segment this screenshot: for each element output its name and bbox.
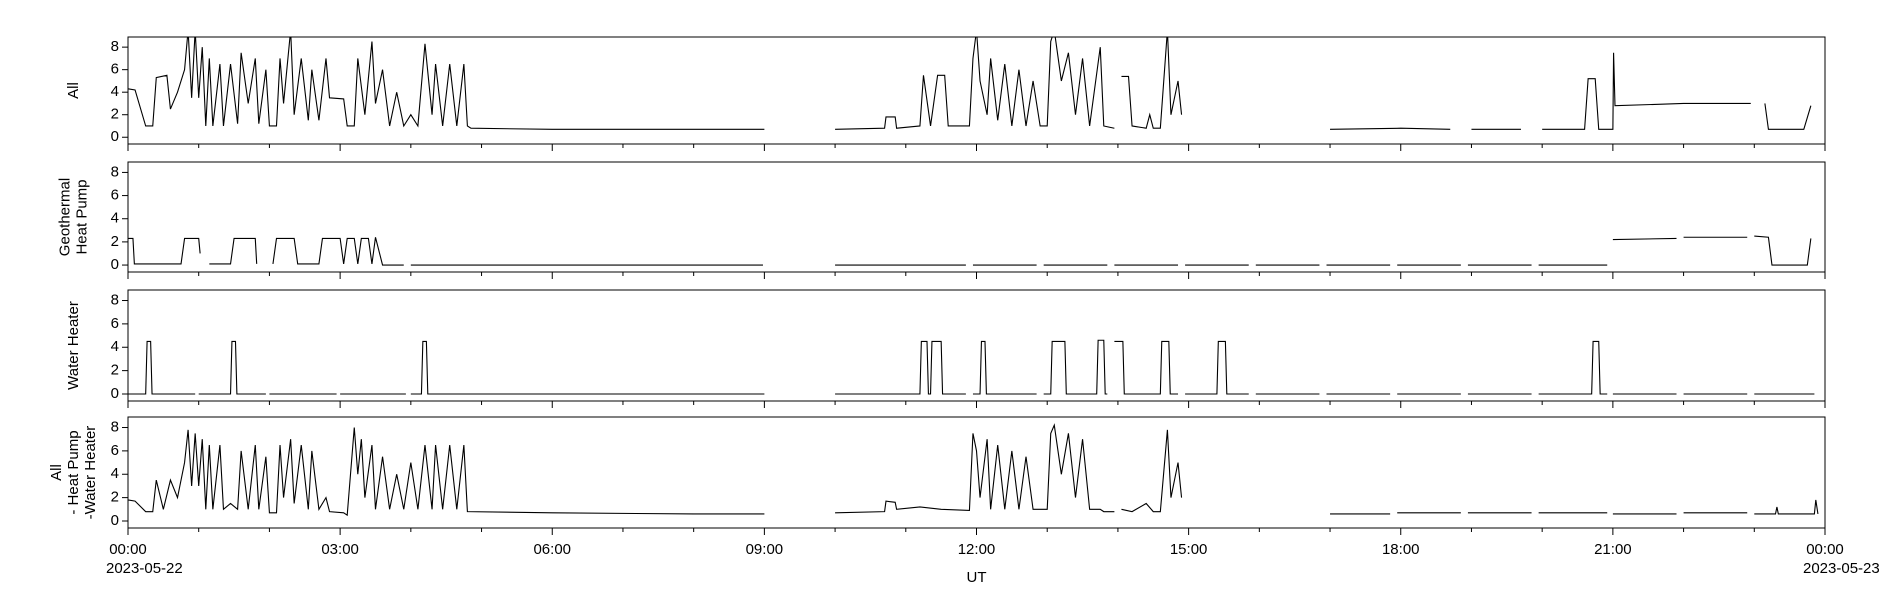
panel-frame (127, 289, 1826, 402)
y-tick-label: 8 (111, 291, 119, 308)
y-tick-label: 6 (111, 442, 119, 459)
y-tick-label: 0 (111, 128, 119, 145)
y-axis-label: - Heat Pump (65, 430, 82, 514)
y-tick-label: 0 (111, 385, 119, 402)
x-tick-label: 21:00 (1594, 541, 1632, 558)
y-tick-label: 4 (111, 210, 119, 227)
data-line (128, 423, 1819, 517)
y-tick-label: 6 (111, 315, 119, 332)
y-tick-label: 6 (111, 61, 119, 78)
date-label: 2023-05-23 (1803, 560, 1880, 577)
data-line (128, 37, 1812, 130)
y-tick-label: 4 (111, 338, 119, 355)
panel-frame (127, 416, 1826, 529)
y-tick-label: 0 (111, 256, 119, 273)
x-tick-label: 06:00 (533, 541, 571, 558)
y-axis-label: Heat Pump (73, 179, 90, 254)
date-label: 2023-05-22 (106, 560, 183, 577)
panel-frame (127, 36, 1826, 145)
x-tick-label: 00:00 (109, 541, 147, 558)
y-tick-label: 2 (111, 106, 119, 123)
x-tick-label: 00:00 (1806, 541, 1844, 558)
y-tick-label: 0 (111, 512, 119, 529)
data-line (128, 235, 1812, 266)
y-axis-label: All (48, 464, 65, 481)
y-tick-label: 6 (111, 187, 119, 204)
x-tick-label: 03:00 (321, 541, 359, 558)
x-tick-label: 12:00 (958, 541, 996, 558)
y-tick-label: 8 (111, 163, 119, 180)
x-tick-label: 09:00 (746, 541, 784, 558)
x-tick-label: 15:00 (1170, 541, 1208, 558)
y-tick-label: 8 (111, 38, 119, 55)
y-tick-label: 2 (111, 362, 119, 379)
y-tick-label: 4 (111, 83, 119, 100)
x-axis-label: UT (967, 569, 987, 586)
y-tick-label: 2 (111, 233, 119, 250)
x-tick-label: 18:00 (1382, 541, 1420, 558)
y-tick-label: 8 (111, 418, 119, 435)
y-tick-label: 2 (111, 489, 119, 506)
y-axis-label: Geothermal (56, 178, 73, 256)
y-tick-label: 4 (111, 465, 119, 482)
y-axis-label: -Water Heater (82, 426, 99, 520)
y-axis-label: Water Heater (65, 301, 82, 390)
data-line (128, 339, 1815, 395)
panel-frame (127, 161, 1826, 273)
y-axis-label: All (65, 82, 82, 99)
